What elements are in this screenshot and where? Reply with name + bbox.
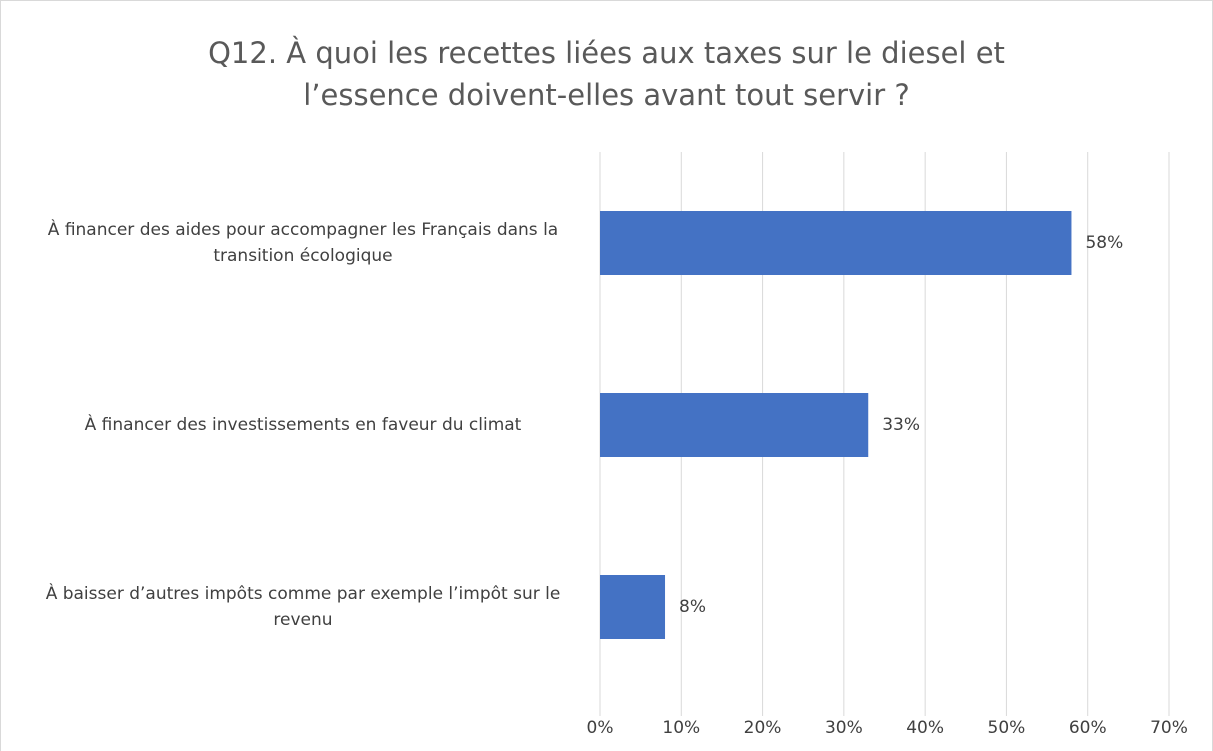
y-tick-label: À financer des aides pour accompagner le… bbox=[47, 220, 559, 266]
data-label: 58% bbox=[1085, 233, 1123, 253]
bar bbox=[600, 393, 869, 457]
y-tick-label: À baisser d’autres impôts comme par exem… bbox=[45, 584, 561, 630]
x-tick-label: 0% bbox=[587, 718, 614, 738]
y-tick-label: À financer des investissements en faveur… bbox=[84, 415, 522, 435]
x-tick-label: 20% bbox=[744, 718, 782, 738]
chart-title: Q12. À quoi les recettes liées aux taxes… bbox=[208, 36, 1005, 112]
bar bbox=[600, 575, 666, 639]
x-tick-label: 10% bbox=[662, 718, 700, 738]
x-tick-label: 50% bbox=[988, 718, 1026, 738]
x-tick-label: 30% bbox=[825, 718, 863, 738]
x-tick-label: 60% bbox=[1069, 718, 1107, 738]
bar bbox=[600, 211, 1072, 275]
data-label: 33% bbox=[882, 415, 920, 435]
data-label: 8% bbox=[679, 597, 706, 617]
x-tick-label: 40% bbox=[906, 718, 944, 738]
x-tick-label: 70% bbox=[1150, 718, 1188, 738]
